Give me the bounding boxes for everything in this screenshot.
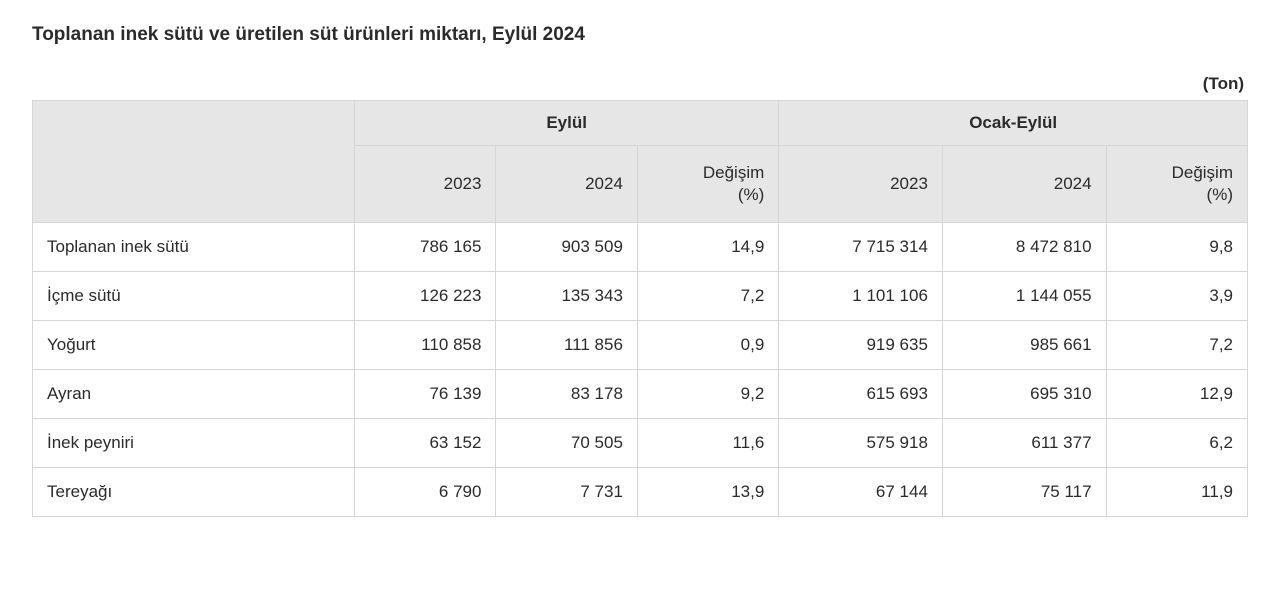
col-header: Değişim(%) [1106, 146, 1247, 223]
row-value: 11,6 [637, 419, 778, 468]
row-value: 126 223 [355, 272, 496, 321]
row-value: 70 505 [496, 419, 637, 468]
col-header: 2023 [355, 146, 496, 223]
row-value: 13,9 [637, 468, 778, 517]
row-value: 7 731 [496, 468, 637, 517]
row-value: 8 472 810 [942, 223, 1106, 272]
row-value: 83 178 [496, 370, 637, 419]
row-value: 135 343 [496, 272, 637, 321]
row-value: 903 509 [496, 223, 637, 272]
row-label: Ayran [33, 370, 355, 419]
row-value: 75 117 [942, 468, 1106, 517]
table-row: Ayran 76 139 83 178 9,2 615 693 695 310 … [33, 370, 1248, 419]
row-value: 695 310 [942, 370, 1106, 419]
row-label: Tereyağı [33, 468, 355, 517]
row-value: 63 152 [355, 419, 496, 468]
row-value: 0,9 [637, 321, 778, 370]
row-label: İnek peyniri [33, 419, 355, 468]
row-value: 985 661 [942, 321, 1106, 370]
row-value: 6,2 [1106, 419, 1247, 468]
row-value: 575 918 [779, 419, 943, 468]
row-value: 6 790 [355, 468, 496, 517]
row-label: İçme sütü [33, 272, 355, 321]
row-value: 7,2 [637, 272, 778, 321]
unit-label: (Ton) [32, 74, 1248, 94]
row-value: 611 377 [942, 419, 1106, 468]
row-value: 9,8 [1106, 223, 1247, 272]
row-value: 1 144 055 [942, 272, 1106, 321]
row-value: 67 144 [779, 468, 943, 517]
row-value: 786 165 [355, 223, 496, 272]
table-body: Toplanan inek sütü 786 165 903 509 14,9 … [33, 223, 1248, 517]
table-row: Toplanan inek sütü 786 165 903 509 14,9 … [33, 223, 1248, 272]
table-row: Yoğurt 110 858 111 856 0,9 919 635 985 6… [33, 321, 1248, 370]
row-value: 11,9 [1106, 468, 1247, 517]
table-row: Tereyağı 6 790 7 731 13,9 67 144 75 117 … [33, 468, 1248, 517]
table-group-header-row: Eylül Ocak-Eylül [33, 101, 1248, 146]
row-value: 615 693 [779, 370, 943, 419]
col-header: 2024 [496, 146, 637, 223]
row-value: 9,2 [637, 370, 778, 419]
row-value: 1 101 106 [779, 272, 943, 321]
row-value: 7 715 314 [779, 223, 943, 272]
table-corner-cell [33, 101, 355, 223]
table-row: İçme sütü 126 223 135 343 7,2 1 101 106 … [33, 272, 1248, 321]
row-value: 14,9 [637, 223, 778, 272]
row-value: 3,9 [1106, 272, 1247, 321]
col-header: 2024 [942, 146, 1106, 223]
row-value: 76 139 [355, 370, 496, 419]
col-header: 2023 [779, 146, 943, 223]
row-label: Toplanan inek sütü [33, 223, 355, 272]
row-value: 7,2 [1106, 321, 1247, 370]
page-title: Toplanan inek sütü ve üretilen süt ürünl… [32, 24, 1248, 46]
group-header-2: Ocak-Eylül [779, 101, 1248, 146]
row-value: 110 858 [355, 321, 496, 370]
row-label: Yoğurt [33, 321, 355, 370]
data-table: Eylül Ocak-Eylül 2023 2024 Değişim(%) 20… [32, 100, 1248, 517]
table-row: İnek peyniri 63 152 70 505 11,6 575 918 … [33, 419, 1248, 468]
row-value: 12,9 [1106, 370, 1247, 419]
col-header: Değişim(%) [637, 146, 778, 223]
group-header-1: Eylül [355, 101, 779, 146]
row-value: 919 635 [779, 321, 943, 370]
row-value: 111 856 [496, 321, 637, 370]
